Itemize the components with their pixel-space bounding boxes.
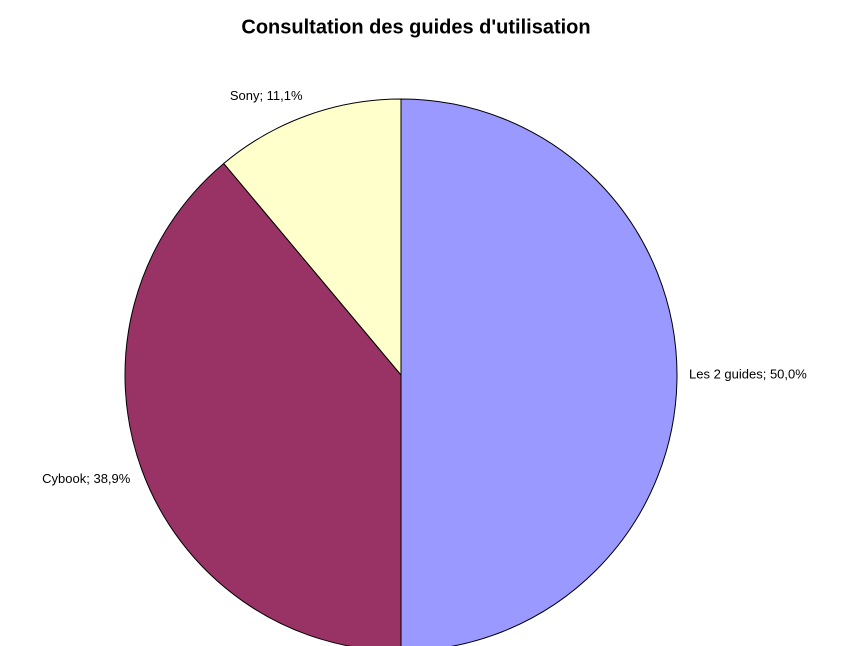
- pie-slice: [223, 98, 402, 377]
- pie-slice: [400, 98, 678, 646]
- pie-slice: [124, 162, 402, 646]
- chart-title: Consultation des guides d'utilisation: [241, 16, 590, 38]
- data-label: Sony; 11,1%: [230, 88, 303, 103]
- data-label: Les 2 guides; 50,0%: [689, 366, 807, 381]
- data-label: Cybook; 38,9%: [42, 471, 131, 486]
